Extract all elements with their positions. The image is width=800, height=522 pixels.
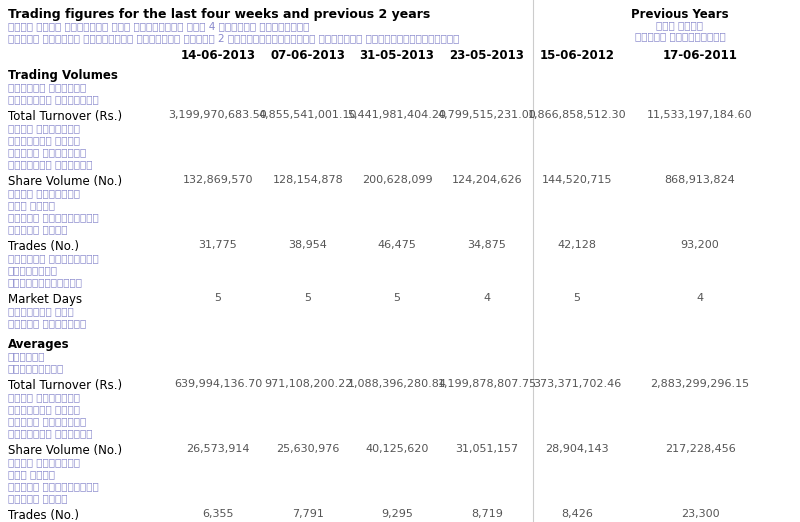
Text: 868,913,824: 868,913,824 <box>665 175 735 185</box>
Text: மொத்தப் புள்ளி: மொத்தப் புள்ளி <box>8 428 93 438</box>
Text: 07-06-2013: 07-06-2013 <box>270 49 346 62</box>
Text: 31,775: 31,775 <box>198 240 238 250</box>
Text: සලසු වේල්දුම: සලසු වේල්දුම <box>8 392 80 402</box>
Text: 25,630,976: 25,630,976 <box>276 444 340 454</box>
Text: 5,441,981,404.20: 5,441,981,404.20 <box>347 110 446 120</box>
Text: 11,533,197,184.60: 11,533,197,184.60 <box>647 110 753 120</box>
Text: 639,994,136.70: 639,994,136.70 <box>174 379 262 389</box>
Text: 93,200: 93,200 <box>681 240 719 250</box>
Text: Previous Years: Previous Years <box>631 8 729 21</box>
Text: 15-06-2012: 15-06-2012 <box>539 49 614 62</box>
Text: පෂු ගනනා: පෂු ගනනා <box>8 469 55 479</box>
Text: Share Volume (No.): Share Volume (No.) <box>8 175 122 188</box>
Text: 38,954: 38,954 <box>289 240 327 250</box>
Text: 23-05-2013: 23-05-2013 <box>450 49 525 62</box>
Text: ගනුදීම ස්ඝැස්කො: ගනුදීම ස්ඝැස්කො <box>8 253 98 263</box>
Text: 971,108,200.22: 971,108,200.22 <box>264 379 352 389</box>
Text: Trading Volumes: Trading Volumes <box>8 69 118 82</box>
Text: Trades (No.): Trades (No.) <box>8 509 79 522</box>
Text: மொத்த விற்பனை: மொத்த விற்பனை <box>8 147 86 157</box>
Text: වෙලේවේල දින: වෙලේවේල දින <box>8 306 74 316</box>
Text: පොතුපති පුල්: පොතුපති පුල් <box>8 404 80 414</box>
Text: பங்கு எண்ணிக்கை: பங்கு எண்ணிக்கை <box>8 212 98 222</box>
Text: மொத்த விற்பனை: மொத்த விற்பனை <box>8 416 86 426</box>
Text: 4,855,541,001.10: 4,855,541,001.10 <box>258 110 358 120</box>
Text: 373,371,702.46: 373,371,702.46 <box>533 379 621 389</box>
Text: சராசரிகள்: சராசரிகள் <box>8 363 64 373</box>
Text: 9,295: 9,295 <box>381 509 413 519</box>
Text: Share Volume (No.): Share Volume (No.) <box>8 444 122 457</box>
Text: 5: 5 <box>574 293 581 303</box>
Text: மொத்தப் புள்ளி: மொத்தப் புள்ளி <box>8 159 93 169</box>
Text: 1,088,396,280.84: 1,088,396,280.84 <box>347 379 446 389</box>
Text: 2,883,299,296.15: 2,883,299,296.15 <box>650 379 750 389</box>
Text: 4: 4 <box>483 293 490 303</box>
Text: ශ්‍රී ලංකා හුවමාරු පැර වොල්යින් සති 4 කලයෙයු ස්ඝැස්කො: ශ්‍රී ලංකා හුවමාරු පැර වොල්යින් සති 4 කල… <box>8 21 310 31</box>
Text: සලසු වේල්දුම: සලසු වේල්දුම <box>8 457 80 467</box>
Text: 46,475: 46,475 <box>378 240 417 250</box>
Text: 144,520,715: 144,520,715 <box>542 175 612 185</box>
Text: 8,719: 8,719 <box>471 509 503 519</box>
Text: 4: 4 <box>697 293 703 303</box>
Text: 31,051,157: 31,051,157 <box>455 444 518 454</box>
Text: 34,875: 34,875 <box>467 240 506 250</box>
Text: கடந்த நான்கு வாரங்கள் மற்றும் கடந்த 2 வருடங்களுக்கான வியாபார புள்ளிவிவரங்கள்: கடந்த நான்கு வாரங்கள் மற்றும் கடந்த 2 வர… <box>8 33 459 43</box>
Text: 128,154,878: 128,154,878 <box>273 175 343 185</box>
Text: 31-05-2013: 31-05-2013 <box>359 49 434 62</box>
Text: 1,199,878,807.75: 1,199,878,807.75 <box>438 379 537 389</box>
Text: வியாபார அளவுகள்: வியாபார அளவுகள் <box>8 94 98 104</box>
Text: 124,204,626: 124,204,626 <box>452 175 522 185</box>
Text: සලසු වේල්දුම: සලසු වේල්දුම <box>8 188 80 198</box>
Text: 23,300: 23,300 <box>681 509 719 519</box>
Text: 26,573,914: 26,573,914 <box>186 444 250 454</box>
Text: 42,128: 42,128 <box>558 240 597 250</box>
Text: 3,199,970,683.50: 3,199,970,683.50 <box>169 110 267 120</box>
Text: 5: 5 <box>214 293 222 303</box>
Text: பங்கு எண்ணிக்கை: பங்கு எண்ணிக்கை <box>8 481 98 491</box>
Text: සලසු වේල්දුම: සලසු වේල්දුම <box>8 123 80 133</box>
Text: 17-06-2011: 17-06-2011 <box>662 49 738 62</box>
Text: சந்தை நாட்கள்: சந்தை நாட்கள் <box>8 318 86 328</box>
Text: ගනුදීම ප්‍රමාණ: ගනුදීම ප්‍රමාණ <box>8 82 86 92</box>
Text: Averages: Averages <box>8 338 70 351</box>
Text: 132,869,570: 132,869,570 <box>182 175 254 185</box>
Text: Total Turnover (Rs.): Total Turnover (Rs.) <box>8 379 122 392</box>
Text: பங்கு அளவு: பங்கு அளவு <box>8 493 67 503</box>
Text: 5: 5 <box>305 293 311 303</box>
Text: පෂු ගනනා: පෂු ගනනා <box>8 200 55 210</box>
Text: ව්යාපාරේ: ව්යාපාරේ <box>8 265 58 275</box>
Text: 217,228,456: 217,228,456 <box>665 444 735 454</box>
Text: Market Days: Market Days <box>8 293 82 306</box>
Text: 7,791: 7,791 <box>292 509 324 519</box>
Text: பங்கு அளவு: பங்கு அளவு <box>8 224 67 234</box>
Text: පොතුපති පුල්: පොතුපති පුල් <box>8 135 80 145</box>
Text: 28,904,143: 28,904,143 <box>545 444 609 454</box>
Text: 1,866,858,512.30: 1,866,858,512.30 <box>528 110 626 120</box>
Text: வியாபாரங்கள்: வியாபாரங்கள் <box>8 277 83 287</box>
Text: 14-06-2013: 14-06-2013 <box>181 49 255 62</box>
Text: Trades (No.): Trades (No.) <box>8 240 79 253</box>
Text: 8,426: 8,426 <box>561 509 593 519</box>
Text: Total Turnover (Rs.): Total Turnover (Rs.) <box>8 110 122 123</box>
Text: 4,799,515,231.00: 4,799,515,231.00 <box>438 110 536 120</box>
Text: 40,125,620: 40,125,620 <box>366 444 429 454</box>
Text: 5: 5 <box>394 293 401 303</box>
Text: සලසුන්: සලසුන් <box>8 351 46 361</box>
Text: පෙර වසර්: පෙර වසර් <box>657 20 703 30</box>
Text: 6,355: 6,355 <box>202 509 234 519</box>
Text: Trading figures for the last four weeks and previous 2 years: Trading figures for the last four weeks … <box>8 8 430 21</box>
Text: 200,628,099: 200,628,099 <box>362 175 432 185</box>
Text: கடந்த வருடங்கள்: கடந்த வருடங்கள் <box>634 31 726 41</box>
